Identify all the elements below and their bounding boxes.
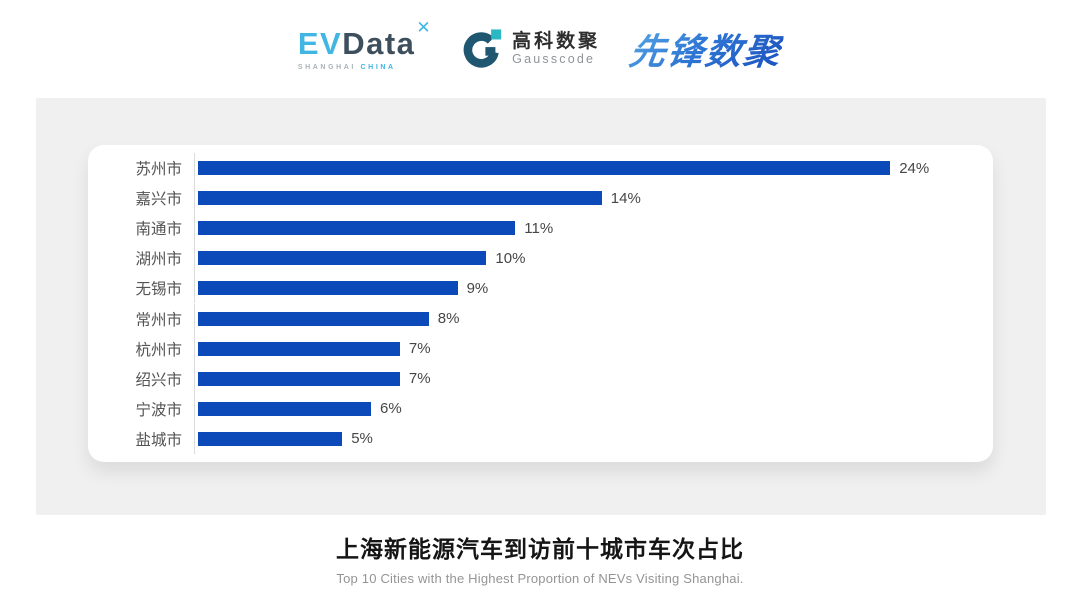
chart-row: 盐城市 5%	[112, 423, 957, 454]
category-label: 无锡市	[135, 281, 182, 299]
category-label: 盐城市	[135, 431, 182, 449]
value-label: 8%	[437, 310, 460, 328]
category-label: 嘉兴市	[135, 191, 182, 209]
bar-track: 10%	[194, 243, 957, 274]
bar	[198, 431, 343, 446]
evdata-subtext: SHANGHAI CHINA	[298, 64, 396, 71]
chart-row: 无锡市 9%	[112, 273, 957, 304]
value-label: 10%	[495, 249, 526, 267]
gausscode-logo: 高科数聚 Gausscode	[462, 28, 600, 70]
bar	[198, 281, 458, 296]
chart-panel: 苏州市 24% 嘉兴市 14% 南通市 11% 湖州市 10% 无锡市 9%	[36, 98, 1046, 515]
evdata-ev-text: EV	[297, 25, 343, 61]
chart-row: 常州市 8%	[112, 303, 957, 334]
value-label: 9%	[466, 279, 489, 297]
value-label: 11%	[524, 219, 554, 237]
bar-track: 7%	[194, 333, 957, 364]
value-label: 7%	[408, 340, 431, 358]
bar-track: 24%	[194, 153, 957, 184]
evdata-wordmark: EV Data ✕	[297, 19, 432, 61]
chart-row: 绍兴市 7%	[112, 363, 957, 394]
category-label: 常州市	[135, 311, 182, 329]
bar-track: 5%	[194, 423, 957, 454]
gausscode-g-icon	[463, 29, 502, 68]
bar-track: 8%	[194, 303, 957, 334]
value-label: 5%	[351, 430, 373, 448]
value-label: 14%	[610, 189, 641, 207]
bar-track: 7%	[194, 363, 957, 394]
evdata-logo: EV Data ✕ SHANGHAI CHINA	[297, 19, 432, 71]
value-label: 6%	[380, 400, 402, 418]
value-label: 7%	[408, 370, 431, 388]
category-label: 湖州市	[135, 251, 182, 269]
evdata-china-text: CHINA	[360, 63, 396, 71]
gausscode-english-name: Gausscode	[512, 51, 596, 66]
bar-track: 14%	[194, 183, 957, 214]
bar	[198, 341, 400, 356]
bar	[198, 311, 429, 326]
category-label: 苏州市	[135, 161, 182, 179]
chart-title: 上海新能源汽车到访前十城市车次占比	[336, 536, 744, 562]
chart-row: 苏州市 24%	[112, 153, 957, 184]
chart-subtitle: Top 10 Cities with the Highest Proportio…	[336, 571, 744, 586]
category-label: 南通市	[135, 221, 182, 239]
bar-track: 6%	[194, 393, 957, 424]
bar	[198, 221, 516, 236]
gausscode-chinese-name: 高科数聚	[512, 30, 601, 52]
evdata-shanghai-text: SHANGHAI	[297, 63, 356, 71]
category-label: 绍兴市	[135, 371, 182, 389]
gausscode-texts: 高科数聚 Gausscode	[512, 32, 600, 66]
category-label: 宁波市	[135, 401, 182, 419]
xianfeng-shuju-logo: 先锋数聚	[627, 23, 786, 75]
chart-row: 湖州市 10%	[112, 243, 957, 274]
bar	[198, 161, 891, 176]
logo-bar: EV Data ✕ SHANGHAI CHINA 高科数聚 Gausscode 先锋…	[0, 0, 1080, 98]
bar	[198, 191, 602, 206]
category-label: 杭州市	[135, 341, 182, 359]
evdata-data-text: Data	[342, 25, 416, 61]
bar-chart: 苏州市 24% 嘉兴市 14% 南通市 11% 湖州市 10% 无锡市 9%	[112, 153, 957, 454]
chart-row: 嘉兴市 14%	[112, 183, 957, 214]
bar-track: 9%	[194, 273, 957, 304]
bar	[198, 401, 372, 416]
chart-row: 杭州市 7%	[112, 333, 957, 364]
bar	[198, 251, 487, 266]
bar-track: 11%	[194, 213, 957, 244]
value-label: 24%	[899, 159, 930, 177]
bar	[198, 371, 400, 386]
caption-block: 上海新能源汽车到访前十城市车次占比 Top 10 Cities with the…	[0, 530, 1080, 586]
chart-row: 南通市 11%	[112, 213, 957, 244]
chart-row: 宁波市 6%	[112, 393, 957, 424]
evdata-x-spark-icon: ✕	[416, 17, 433, 37]
chart-card: 苏州市 24% 嘉兴市 14% 南通市 11% 湖州市 10% 无锡市 9%	[88, 145, 993, 462]
